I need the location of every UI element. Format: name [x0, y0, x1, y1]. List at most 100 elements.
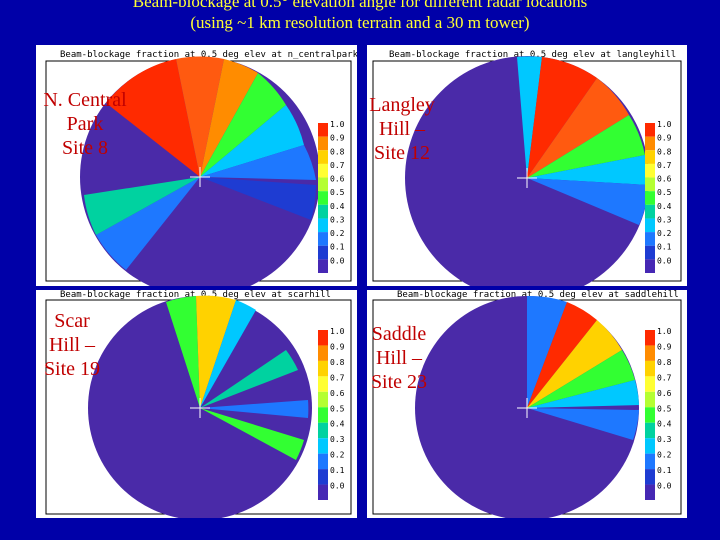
blocked-sector — [527, 302, 597, 408]
partial-sector — [196, 295, 236, 408]
colorbar-tick-label: 0.3 — [657, 215, 672, 224]
colorbar-tick-label: 0.6 — [657, 175, 672, 184]
colorbar-tick-label: 0.9 — [330, 134, 345, 143]
colorbar-tick-label: 0.0 — [330, 256, 345, 265]
panel-header: Beam-blockage fraction at 0.5 deg elev a… — [389, 50, 676, 60]
blockage-map-langley-hill: Beam-blockage fraction at 0.5 deg elev a… — [372, 50, 682, 286]
colorbar-swatch — [645, 422, 655, 439]
panel-saddle-hill: Beam-blockage fraction at 0.5 deg elev a… — [367, 290, 687, 518]
partial-sector — [527, 320, 622, 408]
colorbar-swatch — [645, 345, 655, 361]
partial-sector — [200, 177, 317, 220]
colorbar-tick-label: 0.4 — [657, 202, 672, 211]
colorbar-tick-label: 0.5 — [330, 188, 345, 197]
partial-sector — [200, 145, 316, 180]
colorbar-swatch — [645, 191, 655, 205]
colorbar-swatch — [318, 218, 328, 233]
blockage-map-saddle-hill: Beam-blockage fraction at 0.5 deg elev a… — [372, 290, 682, 518]
colorbar-swatch — [645, 177, 655, 192]
colorbar-swatch — [645, 484, 655, 500]
colorbar-tick-label: 0.6 — [657, 389, 672, 398]
colorbar-tick-label: 0.8 — [657, 358, 672, 367]
partial-sector — [84, 177, 200, 235]
colorbar-swatch — [318, 438, 328, 454]
partial-sector — [527, 350, 635, 408]
panel-header: Beam-blockage fraction at 0.5 deg elev a… — [60, 290, 331, 300]
partial-sector — [200, 300, 256, 408]
colorbar-tick-label: 0.2 — [330, 451, 345, 460]
site-label: Langley Hill – Site 12 — [369, 94, 435, 164]
colorbar-swatch — [645, 150, 655, 164]
colorbar-tick-label: 0.1 — [330, 466, 345, 475]
colorbar-tick-label: 0.5 — [330, 404, 345, 413]
colorbar-swatch — [645, 391, 655, 408]
partial-sector — [527, 408, 639, 440]
partial-sector — [200, 400, 309, 418]
colorbar: 1.0 0.9 0.8 0.7 0.6 0.5 0.4 0.3 0.2 0.1 0.0 — [645, 327, 672, 500]
blocked-sector — [176, 56, 224, 178]
blocked-sector — [106, 59, 200, 177]
colorbar-swatch — [645, 407, 655, 423]
colorbar: 1.0 0.9 0.8 0.7 0.6 0.5 0.4 0.3 0.2 0.1 0.0 — [318, 327, 345, 500]
colorbar-swatch — [318, 345, 328, 361]
colorbar: 1.0 0.9 0.8 0.7 0.6 0.5 0.4 0.3 0.2 0.1 0.0 — [318, 120, 345, 273]
colorbar-tick-label: 0.2 — [657, 451, 672, 460]
colorbar-tick-label: 0.2 — [657, 229, 672, 238]
colorbar-swatch — [318, 469, 328, 485]
colorbar-tick-label: 0.1 — [330, 243, 345, 252]
blocked-sector — [527, 57, 597, 178]
blockage-map-scar-hill: Beam-blockage fraction at 0.5 deg elev a… — [45, 290, 352, 518]
colorbar-tick-label: 0.9 — [657, 342, 672, 351]
partial-sector — [517, 56, 542, 178]
colorbar-swatch — [318, 177, 328, 192]
site-label: Scar Hill – Site 19 — [43, 310, 101, 380]
colorbar-tick-label: 0.4 — [657, 420, 672, 429]
colorbar-swatch — [645, 330, 655, 346]
colorbar-tick-label: 0.5 — [657, 404, 672, 413]
title-line-2: (using ~1 km resolution terrain and a 30… — [190, 13, 530, 32]
colorbar-swatch — [645, 123, 655, 137]
colorbar-tick-label: 1.0 — [330, 327, 345, 336]
colorbar-tick-label: 1.0 — [657, 120, 672, 129]
panel-langley-hill: Beam-blockage fraction at 0.5 deg elev a… — [367, 45, 687, 286]
colorbar-tick-label: 0.1 — [657, 243, 672, 252]
partial-sector — [527, 115, 645, 178]
colorbar-tick-label: 0.3 — [330, 435, 345, 444]
colorbar-tick-label: 0.7 — [657, 161, 672, 170]
colorbar-swatch — [645, 245, 655, 260]
colorbar-swatch — [645, 136, 655, 151]
colorbar-tick-label: 0.2 — [330, 229, 345, 238]
colorbar-tick-label: 0.9 — [330, 342, 345, 351]
site-label: Saddle Hill – Site 23 — [370, 323, 428, 393]
colorbar-tick-label: 0.3 — [657, 435, 672, 444]
colorbar-swatch — [645, 360, 655, 377]
partial-sector — [166, 296, 200, 408]
colorbar-tick-label: 0.6 — [330, 389, 345, 398]
partial-sector — [527, 178, 649, 225]
partial-sector — [96, 177, 200, 270]
partial-sector — [200, 408, 304, 460]
colorbar-swatch — [318, 407, 328, 423]
colorbar-tick-label: 1.0 — [330, 120, 345, 129]
colorbar-swatch — [318, 163, 328, 178]
partial-sector — [200, 59, 258, 177]
colorbar-swatch — [318, 150, 328, 164]
site-label: N. Central Park Site 8 — [43, 89, 127, 159]
colorbar-swatch — [318, 484, 328, 500]
colorbar-swatch — [318, 123, 328, 137]
partial-sector — [527, 155, 649, 185]
colorbar-swatch — [318, 330, 328, 346]
colorbar-tick-label: 0.4 — [330, 420, 345, 429]
colorbar-tick-label: 0.5 — [657, 188, 672, 197]
blockage-map-central-park: Beam-blockage fraction at 0.5 deg elev a… — [45, 50, 357, 286]
colorbar-tick-label: 0.7 — [657, 373, 672, 382]
partial-sector — [527, 380, 639, 408]
colorbar-swatch — [318, 232, 328, 246]
colorbar-swatch — [645, 438, 655, 454]
title-line-1: Beam-blockage at 0.5° elevation angle fo… — [132, 0, 588, 11]
colorbar-swatch — [318, 422, 328, 439]
panel-header: Beam-blockage fraction at 0.5 deg elev a… — [60, 50, 357, 60]
partial-sector — [200, 73, 286, 177]
colorbar-tick-label: 0.0 — [657, 256, 672, 265]
colorbar-tick-label: 0.6 — [330, 175, 345, 184]
